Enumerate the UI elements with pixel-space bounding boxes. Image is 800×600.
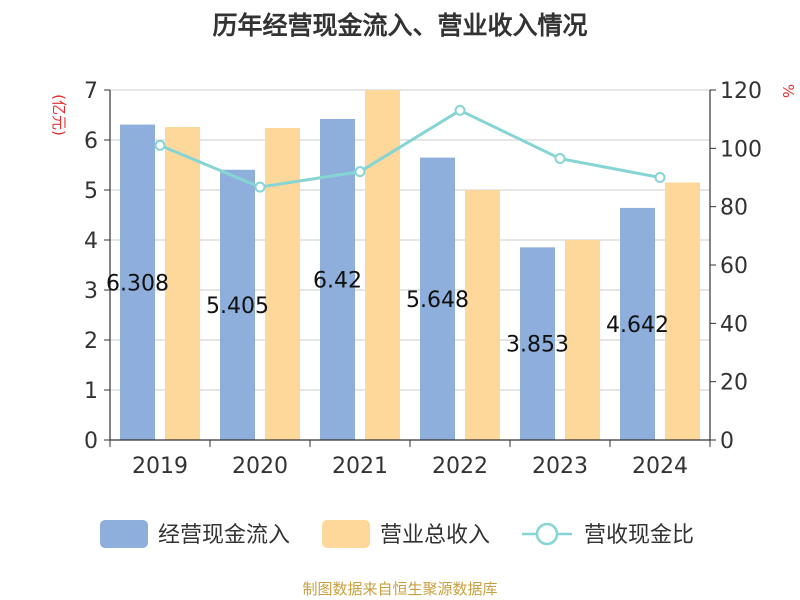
bar-value-label: 6.42 bbox=[313, 269, 362, 294]
right-axis-tick-label: 60 bbox=[720, 254, 748, 279]
right-axis-tick-label: 40 bbox=[720, 312, 748, 337]
left-axis-tick-label: 7 bbox=[84, 79, 98, 104]
legend-label: 营收现金比 bbox=[584, 523, 694, 548]
legend-label: 营业总收入 bbox=[380, 523, 490, 548]
ratio-point bbox=[254, 181, 266, 193]
ratio-point bbox=[654, 172, 666, 183]
axes: 0 1 2 3 4 5 6 7 0 20 40 60 80 100 120 2019 2020 2021 2022 2… bbox=[84, 79, 762, 479]
x-axis-tick-label: 2019 bbox=[132, 454, 188, 479]
left-axis-tick-label: 6 bbox=[84, 129, 98, 154]
right-axis-unit: % bbox=[779, 84, 797, 98]
right-axis-tick-label: 20 bbox=[720, 371, 748, 396]
ratio-point bbox=[554, 153, 566, 165]
bar-value-label: 5.648 bbox=[406, 288, 469, 313]
source-note: 制图数据来自恒生聚源数据库 bbox=[302, 580, 498, 598]
bar bbox=[520, 247, 555, 440]
bar bbox=[265, 128, 300, 440]
left-axis-tick-label: 4 bbox=[84, 229, 98, 254]
bar bbox=[620, 207, 655, 440]
bar bbox=[365, 90, 400, 440]
right-axis-tick-label: 100 bbox=[720, 137, 762, 162]
bar bbox=[665, 182, 700, 440]
ratio-point bbox=[354, 166, 366, 178]
bar bbox=[465, 190, 500, 440]
legend[interactable]: 经营现金流入 营业总收入 营收现金比 bbox=[100, 520, 694, 548]
right-axis-tick-label: 120 bbox=[720, 79, 762, 104]
legend-swatch bbox=[100, 520, 148, 548]
left-axis-tick-label: 0 bbox=[84, 429, 98, 454]
right-axis-tick-label: 0 bbox=[720, 429, 734, 454]
right-axis-tick-label: 80 bbox=[720, 196, 748, 221]
bar bbox=[565, 240, 600, 440]
x-axis-tick-label: 2021 bbox=[332, 454, 388, 479]
bar-value-label: 3.853 bbox=[506, 333, 569, 358]
bar bbox=[165, 127, 200, 440]
bar bbox=[120, 124, 155, 440]
bars bbox=[120, 90, 700, 440]
bar-value-label: 4.642 bbox=[606, 313, 669, 338]
ratio-line bbox=[154, 104, 666, 193]
chart-title: 历年经营现金流入、营业收入情况 bbox=[212, 11, 588, 40]
x-axis-tick-label: 2022 bbox=[432, 454, 488, 479]
x-axis-tick-label: 2023 bbox=[532, 454, 588, 479]
left-axis-unit: (亿元) bbox=[50, 94, 68, 136]
left-axis-tick-label: 1 bbox=[84, 379, 98, 404]
left-axis-tick-label: 5 bbox=[84, 179, 98, 204]
bar bbox=[420, 157, 455, 440]
left-axis-tick-label: 3 bbox=[84, 279, 98, 304]
legend-marker bbox=[535, 522, 559, 546]
data-labels: 6.308 5.405 6.42 5.648 3.853 4.642 bbox=[106, 269, 669, 358]
ratio-point bbox=[154, 139, 166, 151]
legend-swatch bbox=[322, 520, 370, 548]
bar bbox=[220, 169, 255, 440]
x-axis-tick-label: 2020 bbox=[232, 454, 288, 479]
x-axis-tick-label: 2024 bbox=[632, 454, 688, 479]
ratio-point bbox=[454, 104, 466, 116]
bar-value-label: 6.308 bbox=[106, 271, 169, 296]
ratio-line-path bbox=[159, 108, 661, 189]
legend-label: 经营现金流入 bbox=[158, 523, 290, 548]
left-axis-tick-label: 2 bbox=[84, 329, 98, 354]
bar-value-label: 5.405 bbox=[206, 294, 269, 319]
